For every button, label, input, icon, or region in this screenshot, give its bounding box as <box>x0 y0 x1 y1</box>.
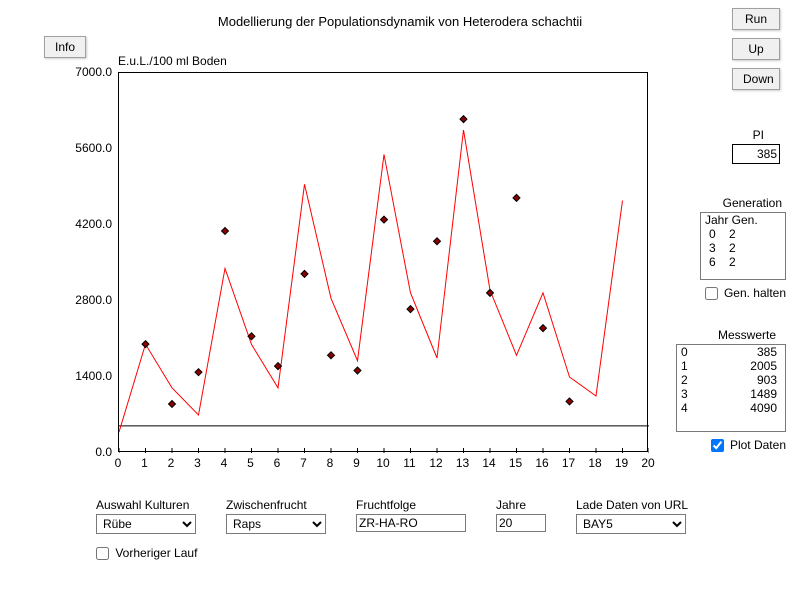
plot-daten-checkbox[interactable]: Plot Daten <box>711 438 786 452</box>
messwerte-list[interactable]: 03851200529033148944090 <box>676 344 786 432</box>
x-tick-label: 4 <box>214 456 234 470</box>
messwerte-row[interactable]: 2903 <box>677 373 785 387</box>
messwerte-row[interactable]: 0385 <box>677 345 785 359</box>
messwerte-row[interactable]: 44090 <box>677 401 785 415</box>
messwerte-row[interactable]: 31489 <box>677 387 785 401</box>
page-title: Modellierung der Populationsdynamik von … <box>0 14 800 29</box>
pi-input[interactable] <box>732 144 780 164</box>
vorheriger-lauf-checkbox[interactable]: Vorheriger Lauf <box>96 546 197 560</box>
x-tick-label: 5 <box>241 456 261 470</box>
y-axis-label: E.u.L./100 ml Boden <box>118 54 227 68</box>
lade-select[interactable]: BAY5 <box>576 514 686 534</box>
x-tick-label: 18 <box>585 456 605 470</box>
info-button[interactable]: Info <box>44 36 86 58</box>
x-tick-label: 17 <box>559 456 579 470</box>
up-button[interactable]: Up <box>732 38 780 60</box>
x-tick-label: 14 <box>479 456 499 470</box>
generation-row[interactable]: 0 2 <box>705 227 781 241</box>
x-tick-label: 8 <box>320 456 340 470</box>
run-button[interactable]: Run <box>732 8 780 30</box>
x-tick-label: 11 <box>400 456 420 470</box>
vorheriger-lauf-label: Vorheriger Lauf <box>115 546 197 560</box>
x-tick-label: 9 <box>347 456 367 470</box>
bottom-controls: Auswahl Kulturen Rübe Zwischenfrucht Rap… <box>96 498 688 534</box>
x-tick-label: 19 <box>612 456 632 470</box>
x-tick-label: 0 <box>108 456 128 470</box>
x-tick-label: 2 <box>161 456 181 470</box>
x-tick-label: 16 <box>532 456 552 470</box>
x-tick-label: 1 <box>135 456 155 470</box>
gen-halten-checkbox[interactable]: Gen. halten <box>705 286 786 300</box>
x-tick-label: 12 <box>426 456 446 470</box>
gen-halten-label: Gen. halten <box>724 286 786 300</box>
y-tick-label: 1400.0 <box>60 369 112 383</box>
y-tick-label: 7000.0 <box>60 65 112 79</box>
fruchtfolge-input[interactable] <box>356 514 466 532</box>
x-tick-label: 10 <box>373 456 393 470</box>
zwischen-select[interactable]: Raps <box>226 514 326 534</box>
pi-label: PI <box>753 128 764 142</box>
plot-daten-label: Plot Daten <box>730 438 786 452</box>
generation-row[interactable]: 6 2 <box>705 255 781 269</box>
messwerte-label: Messwerte <box>718 328 776 342</box>
zwischen-label: Zwischenfrucht <box>226 498 326 512</box>
messwerte-row[interactable]: 12005 <box>677 359 785 373</box>
kultur-select[interactable]: Rübe <box>96 514 196 534</box>
generation-row[interactable]: 3 2 <box>705 241 781 255</box>
x-tick-label: 13 <box>453 456 473 470</box>
generation-header: Jahr Gen. <box>701 213 785 227</box>
y-tick-label: 2800.0 <box>60 293 112 307</box>
x-tick-label: 7 <box>294 456 314 470</box>
y-tick-label: 0.0 <box>60 445 112 459</box>
chart: E.u.L./100 ml Boden 0.01400.02800.04200.… <box>60 58 650 478</box>
jahre-input[interactable] <box>496 514 546 532</box>
x-tick-label: 3 <box>188 456 208 470</box>
y-tick-label: 5600.0 <box>60 141 112 155</box>
plot-box <box>118 72 648 452</box>
x-tick-label: 6 <box>267 456 287 470</box>
generation-list[interactable]: Jahr Gen. 0 23 26 2 <box>700 212 786 280</box>
x-tick-label: 15 <box>506 456 526 470</box>
generation-label: Generation <box>723 196 782 210</box>
kultur-label: Auswahl Kulturen <box>96 498 196 512</box>
fruchtfolge-label: Fruchtfolge <box>356 498 466 512</box>
lade-label: Lade Daten von URL <box>576 498 688 512</box>
y-tick-label: 4200.0 <box>60 217 112 231</box>
jahre-label: Jahre <box>496 498 546 512</box>
x-tick-label: 20 <box>638 456 658 470</box>
down-button[interactable]: Down <box>732 68 780 90</box>
